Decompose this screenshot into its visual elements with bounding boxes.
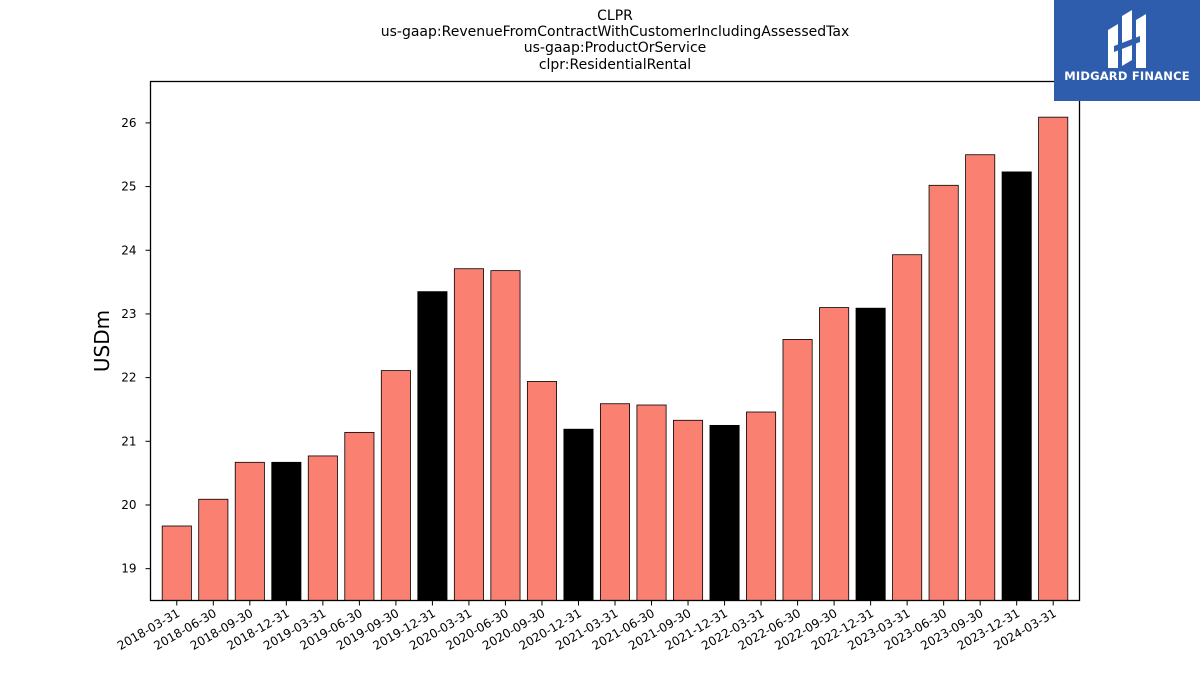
y-tick-label: 22 bbox=[121, 371, 136, 385]
bar-2019-12-31 bbox=[417, 291, 448, 601]
bar-2023-09-30 bbox=[965, 154, 996, 601]
bar-2022-03-31 bbox=[746, 411, 777, 601]
chart-title: CLPR us-gaap:RevenueFromContractWithCust… bbox=[381, 8, 850, 73]
y-tick-label: 23 bbox=[121, 307, 136, 321]
chart-title-line-4: clpr:ResidentialRental bbox=[539, 57, 691, 73]
bar-2018-12-31 bbox=[271, 461, 302, 601]
bar-2022-06-30 bbox=[782, 339, 813, 601]
bar-2023-03-31 bbox=[892, 254, 923, 601]
bar-2020-06-30 bbox=[490, 270, 521, 601]
bar-2022-12-31 bbox=[855, 307, 886, 601]
y-tick-label: 25 bbox=[121, 180, 136, 194]
chart-title-line-1: CLPR bbox=[597, 8, 633, 24]
bar-2019-03-31 bbox=[307, 455, 338, 601]
bar-2020-03-31 bbox=[453, 268, 484, 601]
y-tick-label: 20 bbox=[121, 498, 136, 512]
x-axis-ticks: 2018-03-312018-06-302018-09-302018-12-31… bbox=[115, 600, 1059, 653]
y-tick-label: 26 bbox=[121, 116, 136, 130]
bar-2018-06-30 bbox=[198, 498, 229, 601]
chart-title-line-2: us-gaap:RevenueFromContractWithCustomerI… bbox=[381, 24, 850, 40]
y-axis-ticks: 19 20 21 22 23 24 25 26 bbox=[121, 116, 151, 576]
bar-2018-09-30 bbox=[234, 461, 265, 601]
bar-2023-06-30 bbox=[928, 184, 959, 601]
bar-2020-12-31 bbox=[563, 428, 594, 601]
bar-2021-06-30 bbox=[636, 404, 667, 601]
bar-2019-06-30 bbox=[344, 431, 375, 601]
y-tick-label: 24 bbox=[121, 243, 136, 257]
midgard-finance-logo: MIDGARD FINANCE bbox=[1054, 0, 1200, 101]
bar-2021-12-31 bbox=[709, 424, 740, 601]
logo-text: MIDGARD FINANCE bbox=[1064, 69, 1190, 83]
bars-group bbox=[161, 116, 1069, 601]
plot-area-frame bbox=[149, 80, 1081, 602]
bar-2020-09-30 bbox=[526, 381, 557, 601]
bar-2021-03-31 bbox=[599, 403, 631, 601]
bar-2023-12-31 bbox=[1001, 171, 1032, 601]
bar-2018-03-31 bbox=[161, 525, 192, 601]
bar-2021-09-30 bbox=[673, 419, 704, 601]
y-tick-label: 19 bbox=[121, 562, 136, 576]
bar-2024-03-31 bbox=[1038, 116, 1069, 601]
bar-2019-09-30 bbox=[380, 370, 411, 601]
bar-2022-09-30 bbox=[819, 307, 850, 601]
y-tick-label: 21 bbox=[121, 434, 136, 448]
chart-title-line-3: us-gaap:ProductOrService bbox=[524, 40, 707, 56]
logo-mark-icon bbox=[1108, 10, 1146, 68]
y-axis-label: USDm bbox=[90, 310, 114, 372]
